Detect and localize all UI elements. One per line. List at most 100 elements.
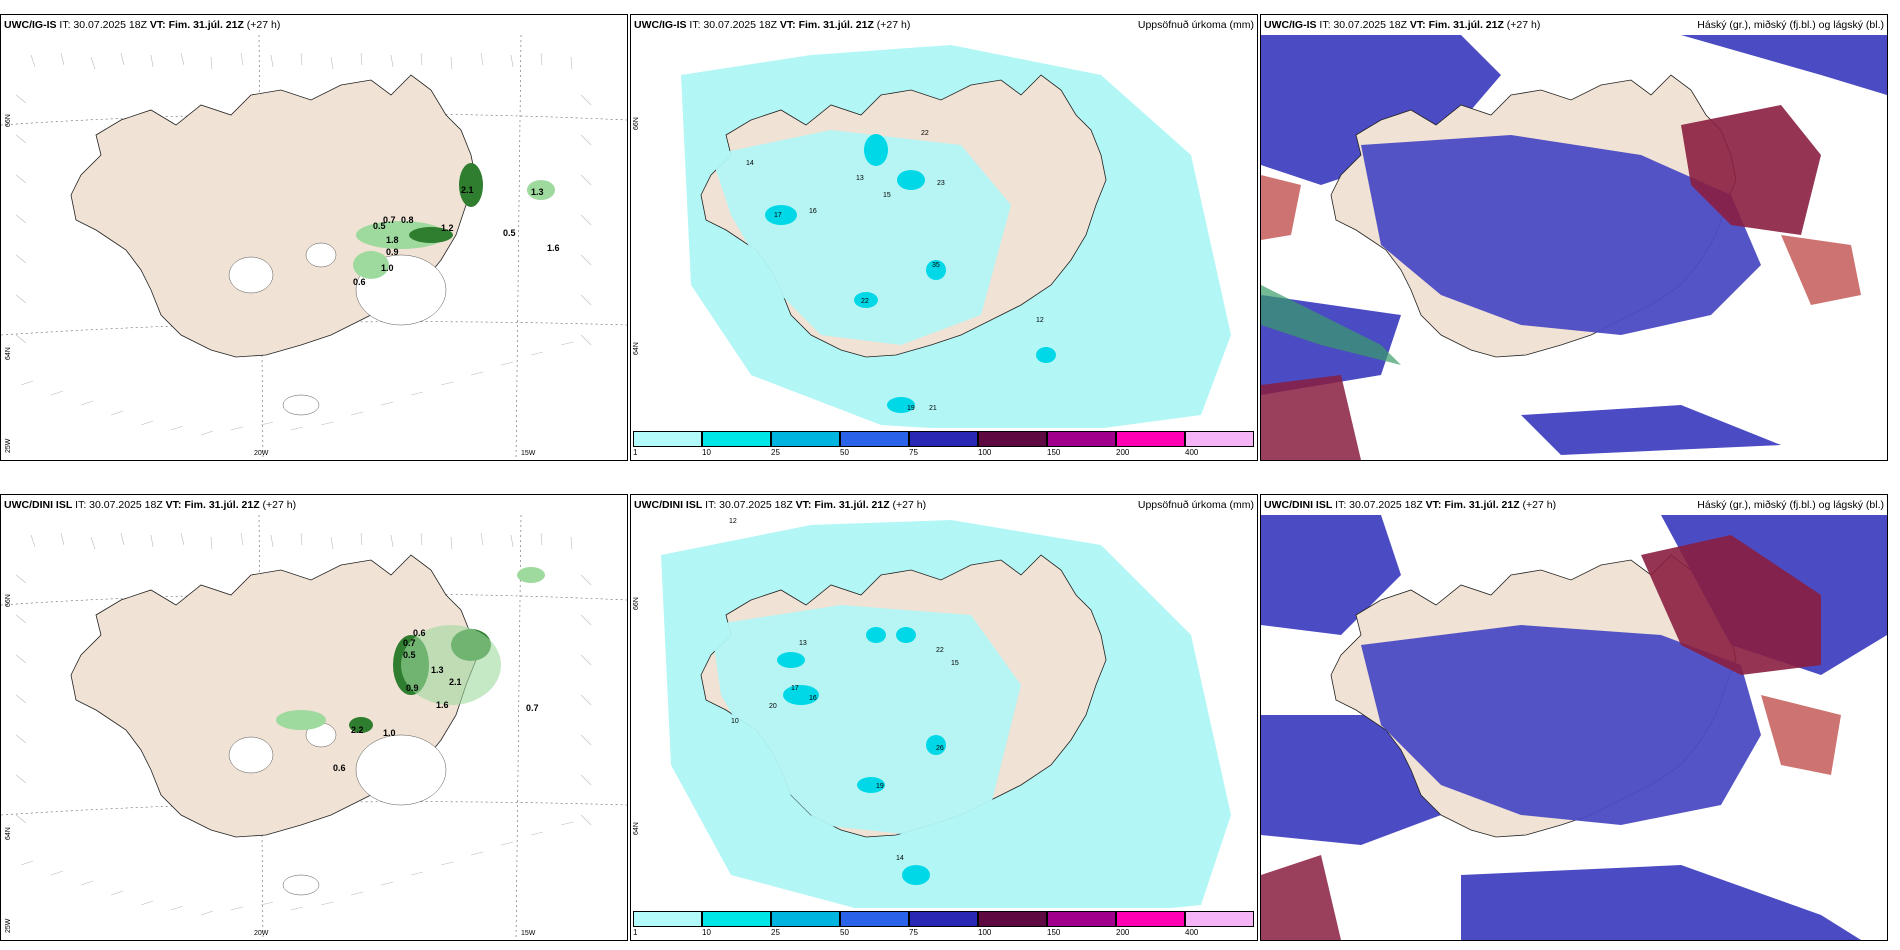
colorbar-swatch [1185,431,1254,447]
colorbar-swatch [771,431,840,447]
accum-value: 23 [937,180,945,187]
panel-wind-precip-igis: UWC/IG-IS IT: 30.07.2025 18Z VT: Fim. 31… [0,14,628,461]
lon-15-label: 15W [521,450,536,457]
colorbar-tick: 75 [909,928,918,937]
init-time: IT: 30.07.2025 18Z [1319,19,1407,31]
lon-20-label: 20W [254,450,269,457]
field-title: Háský (gr.), miðský (fj.bl.) og lágský (… [1697,19,1884,31]
lat-66-label: 66N [5,114,12,127]
accum-precip-map: 17 22 23 15 16 35 22 13 12 19 21 14 66N … [631,35,1257,460]
lat-64-label: 64N [5,347,12,360]
colorbar-tick: 400 [1185,448,1199,457]
colorbar-tick: 10 [702,928,711,937]
precip-value: 2.2 [351,725,364,735]
precip-value: 1.6 [547,243,560,253]
colorbar-swatch [978,431,1047,447]
valid-time: Fim. 31.júl. 21Z [1428,19,1504,31]
lead-time: (+27 h) [876,19,911,31]
precip-value: 1.3 [531,187,544,197]
accum-value: 21 [929,405,937,412]
colorbar-tick: 25 [771,448,780,457]
panel-accum-precip-dini: UWC/DINI ISL IT: 30.07.2025 18Z VT: Fim.… [630,494,1258,941]
accum-value: 16 [809,208,817,215]
lon-15-label: 15W [521,930,536,937]
colorbar-tick: 1 [633,928,638,937]
precip-value: 0.5 [503,228,516,238]
model-name: UWC/DINI ISL [634,499,703,511]
valid-time-label: VT: [795,499,812,511]
colorbar-swatch [909,431,978,447]
lon-25-label: 25W [5,438,12,453]
lead-time: (+27 h) [1506,19,1541,31]
accum-value: 10 [731,718,739,725]
accum-value: 20 [769,703,777,710]
accum-value: 35 [932,262,940,269]
precip-value: 1.6 [436,700,449,710]
accum-value: 22 [861,298,869,305]
colorbar-tick: 1 [633,448,638,457]
model-name: UWC/IG-IS [1264,19,1317,31]
precip-value: 0.7 [526,703,539,713]
precip-value: 0.8 [401,215,414,225]
init-time: IT: 30.07.2025 18Z [689,19,777,31]
lat-66-label: 66N [633,117,640,130]
field-title: Uppsöfnuð úrkoma (mm) [1137,499,1254,511]
accum-value: 19 [876,783,884,790]
panel-header: UWC/DINI ISL IT: 30.07.2025 18Z VT: Fim.… [1,495,627,515]
panel-header: UWC/IG-IS IT: 30.07.2025 18Z VT: Fim. 31… [1261,15,1887,35]
precip-colorbar: 1 10 25 50 75 100 150 200 400 [631,428,1257,460]
lead-time: (+27 h) [262,499,297,511]
accum-value: 16 [809,695,817,702]
init-time: IT: 30.07.2025 18Z [75,499,163,511]
colorbar-tick: 10 [702,448,711,457]
valid-time: Fim. 31.júl. 21Z [798,19,874,31]
valid-time-label: VT: [1409,19,1426,31]
valid-time: Fim. 31.júl. 21Z [168,19,244,31]
panel-header: UWC/DINI ISL IT: 30.07.2025 18Z VT: Fim.… [631,495,1257,515]
colorbar-swatch [1116,911,1185,927]
init-time: IT: 30.07.2025 18Z [705,499,793,511]
panel-wind-precip-dini: UWC/DINI ISL IT: 30.07.2025 18Z VT: Fim.… [0,494,628,941]
colorbar-tick: 200 [1116,448,1130,457]
accum-value: 14 [896,855,904,862]
precip-value: 0.6 [353,277,366,287]
colorbar-tick: 25 [771,928,780,937]
accum-value: 17 [791,685,799,692]
accum-value: 15 [883,192,891,199]
precip-value: 1.0 [383,728,396,738]
precip-value: 1.3 [431,665,444,675]
accum-value: 19 [907,405,915,412]
precip-colorbar: 1 10 25 50 75 100 150 200 400 [631,908,1257,940]
colorbar-swatch [840,431,909,447]
colorbar-swatch [702,431,771,447]
colorbar-swatch [702,911,771,927]
wind-map: 66N 64N 25W 20W 15W 0.5 0.7 0.8 0.9 0.6 … [1,35,627,460]
precip-patches [353,163,555,279]
init-time: IT: 30.07.2025 18Z [59,19,147,31]
colorbar-tick: 200 [1116,928,1130,937]
precip-value: 0.7 [403,638,416,648]
precip-value: 0.6 [333,763,346,773]
colorbar-swatch [1047,911,1116,927]
accum-value: 15 [951,660,959,667]
wind-barbs [15,532,592,916]
lead-time: (+27 h) [246,19,281,31]
colorbar-tick: 75 [909,448,918,457]
valid-time-label: VT: [149,19,166,31]
accum-value: 22 [921,130,929,137]
model-name: UWC/IG-IS [634,19,687,31]
accum-value: 26 [936,745,944,752]
field-title: Háský (gr.), miðský (fj.bl.) og lágský (… [1697,499,1884,511]
lat-66-label: 66N [5,594,12,607]
precip-value: 0.9 [406,683,419,693]
precip-patches [276,567,545,733]
lead-time: (+27 h) [1522,499,1557,511]
colorbar-swatch [909,911,978,927]
colorbar-swatch [1116,431,1185,447]
lat-64-label: 64N [633,342,640,355]
lat-64-label: 64N [5,827,12,840]
lon-20-label: 20W [254,930,269,937]
field-title: Uppsöfnuð úrkoma (mm) [1137,19,1254,31]
valid-time-label: VT: [1425,499,1442,511]
panel-header: UWC/IG-IS IT: 30.07.2025 18Z VT: Fim. 31… [1,15,627,35]
